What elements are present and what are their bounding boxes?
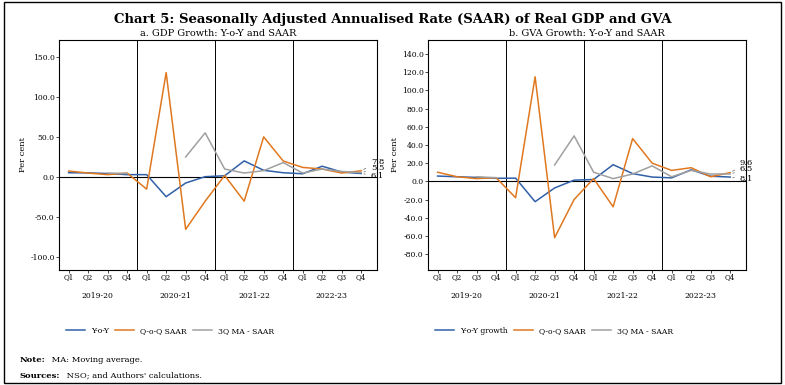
- Text: 8.1: 8.1: [733, 175, 754, 183]
- Title: b. GVA Growth: Y-o-Y and SAAR: b. GVA Growth: Y-o-Y and SAAR: [509, 29, 665, 38]
- Legend: Y-o-Y, Q-o-Q SAAR, 3Q MA - SAAR: Y-o-Y, Q-o-Q SAAR, 3Q MA - SAAR: [63, 324, 277, 338]
- Text: Sources:: Sources:: [20, 372, 60, 380]
- Text: 2020-21: 2020-21: [529, 293, 560, 300]
- Text: 9.6: 9.6: [732, 159, 753, 171]
- Text: NSO; and Authors' calculations.: NSO; and Authors' calculations.: [64, 372, 203, 380]
- Text: MA: Moving average.: MA: Moving average.: [49, 356, 143, 364]
- Text: 6.1: 6.1: [364, 172, 384, 180]
- Text: 2019-20: 2019-20: [451, 293, 483, 300]
- Text: 6.5: 6.5: [733, 166, 753, 173]
- Y-axis label: Per cent: Per cent: [20, 137, 27, 172]
- Text: 2022-23: 2022-23: [316, 293, 348, 300]
- Text: 2022-23: 2022-23: [685, 293, 717, 300]
- Text: 5.5: 5.5: [364, 164, 385, 172]
- Text: 2019-20: 2019-20: [82, 293, 114, 300]
- Legend: Y-o-Y growth, Q-o-Q SAAR, 3Q MA - SAAR: Y-o-Y growth, Q-o-Q SAAR, 3Q MA - SAAR: [432, 324, 676, 338]
- Text: Chart 5: Seasonally Adjusted Annualised Rate (SAAR) of Real GDP and GVA: Chart 5: Seasonally Adjusted Annualised …: [114, 13, 671, 27]
- Text: 2021-22: 2021-22: [607, 293, 639, 300]
- Y-axis label: Per cent: Per cent: [391, 137, 399, 172]
- Text: Note:: Note:: [20, 356, 46, 364]
- Text: 2020-21: 2020-21: [160, 293, 192, 300]
- Text: 7.8: 7.8: [363, 157, 385, 169]
- Title: a. GDP Growth: Y-o-Y and SAAR: a. GDP Growth: Y-o-Y and SAAR: [140, 29, 296, 38]
- Text: 2021-22: 2021-22: [238, 293, 270, 300]
